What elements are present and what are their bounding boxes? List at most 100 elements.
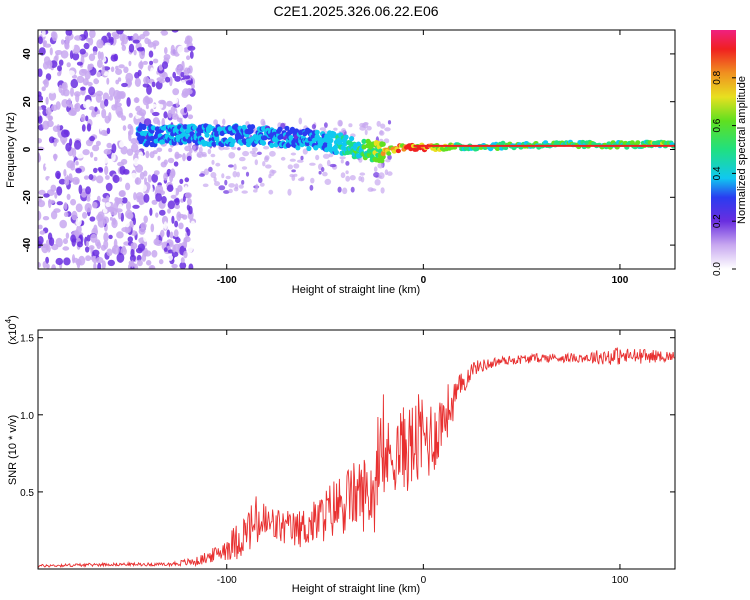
noise-speckle <box>55 170 61 179</box>
noise-speckle <box>242 150 250 157</box>
noise-speckle <box>63 257 71 266</box>
ridge-mark <box>386 151 392 156</box>
noise-speckle <box>80 86 86 91</box>
noise-speckle <box>51 104 58 111</box>
ridge-mark <box>150 125 156 131</box>
noise-speckle <box>136 259 143 267</box>
ridge-mark <box>410 143 417 149</box>
noise-speckle <box>90 233 98 243</box>
noise-speckle <box>223 190 230 194</box>
y-tick-label: -40 <box>22 237 33 252</box>
noise-speckle <box>184 145 192 152</box>
noise-speckle <box>156 226 161 236</box>
noise-speckle <box>213 176 217 183</box>
noise-speckle <box>86 37 91 42</box>
noise-speckle <box>140 184 147 192</box>
noise-speckle <box>232 171 238 178</box>
noise-speckle <box>322 171 328 177</box>
noise-speckle <box>172 88 180 96</box>
noise-speckle <box>121 82 128 88</box>
noise-speckle <box>337 186 342 193</box>
noise-speckle <box>119 140 125 148</box>
ridge-mark <box>361 138 367 144</box>
noise-speckle <box>358 157 363 163</box>
noise-speckle <box>187 198 192 206</box>
noise-speckle <box>123 66 129 74</box>
noise-speckle <box>63 211 69 217</box>
noise-speckle <box>74 103 79 110</box>
noise-speckle <box>233 163 237 171</box>
noise-speckle <box>184 177 190 183</box>
noise-speckle <box>262 161 266 167</box>
x-tick-label: 0 <box>421 575 427 586</box>
noise-speckle <box>116 252 125 263</box>
noise-speckle <box>106 248 113 257</box>
noise-speckle <box>71 210 78 221</box>
noise-speckle <box>68 109 77 116</box>
noise-speckle <box>171 251 179 258</box>
noise-speckle <box>92 46 98 53</box>
noise-speckle <box>130 260 135 268</box>
noise-speckle <box>55 257 64 266</box>
noise-speckle <box>174 75 181 82</box>
noise-speckle <box>96 39 104 49</box>
noise-speckle <box>89 216 96 222</box>
noise-speckle <box>202 183 209 188</box>
ridge-mark <box>211 141 217 147</box>
noise-speckle <box>121 44 127 52</box>
noise-speckle <box>54 220 59 228</box>
noise-speckle <box>377 162 384 169</box>
noise-speckle <box>57 65 62 72</box>
ridge-mark <box>342 141 348 147</box>
noise-speckle <box>125 72 134 83</box>
noise-speckle <box>380 187 385 194</box>
x-tick-label: 0 <box>421 275 427 286</box>
noise-speckle <box>265 164 272 169</box>
noise-speckle <box>293 163 300 169</box>
noise-speckle <box>122 125 127 131</box>
noise-speckle <box>345 170 349 175</box>
noise-speckle <box>224 179 228 186</box>
noise-speckle <box>51 31 58 42</box>
noise-speckle <box>38 111 41 117</box>
noise-speckle <box>174 97 179 104</box>
noise-speckle <box>374 179 381 186</box>
noise-speckle <box>289 158 296 162</box>
noise-speckle <box>103 239 109 250</box>
noise-speckle <box>133 49 137 56</box>
noise-speckle <box>384 169 389 176</box>
noise-speckle <box>139 98 143 109</box>
noise-speckle <box>66 193 71 200</box>
ridge-mark <box>494 146 501 151</box>
snr-multiplier-exponent: 4 <box>4 318 13 323</box>
noise-speckle <box>75 168 82 174</box>
noise-speckle <box>56 124 60 133</box>
ridge-mark <box>349 136 355 142</box>
noise-speckle <box>48 91 57 101</box>
noise-speckle <box>184 88 193 95</box>
noise-speckle <box>47 209 51 216</box>
ridge-mark <box>313 145 319 151</box>
noise-speckle <box>138 61 144 69</box>
noise-speckle <box>166 184 174 192</box>
y-tick-label: 0.5 <box>20 488 34 499</box>
noise-speckle <box>133 192 137 201</box>
noise-speckle <box>75 161 79 166</box>
noise-speckle <box>241 190 248 194</box>
noise-speckle <box>72 52 80 61</box>
noise-speckle <box>110 54 118 62</box>
noise-speckle <box>298 177 305 182</box>
noise-speckle <box>121 34 129 45</box>
noise-speckle <box>157 155 161 161</box>
noise-speckle <box>115 106 123 116</box>
noise-speckle <box>364 129 368 136</box>
ridge-mark <box>269 142 275 148</box>
noise-speckle <box>51 264 56 269</box>
noise-speckle <box>38 68 43 77</box>
noise-speckle <box>349 175 356 181</box>
noise-speckle <box>41 138 45 144</box>
noise-speckle <box>76 225 82 234</box>
spectrogram-panel: -100 0 100 -40 -20 0 20 40 Height of straight … <box>5 29 676 296</box>
noise-speckle <box>127 212 133 220</box>
